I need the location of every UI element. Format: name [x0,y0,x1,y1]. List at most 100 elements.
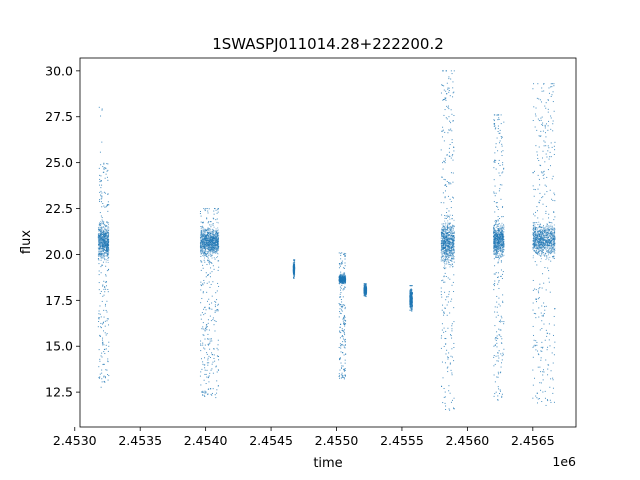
data-point [447,220,449,222]
data-point [103,254,105,256]
data-point [441,239,443,241]
data-point [98,259,100,261]
data-point [106,170,108,172]
data-point [343,318,345,320]
data-point [209,248,211,250]
data-point [339,304,341,306]
data-point [209,338,211,340]
data-point [205,237,207,239]
data-point [344,347,346,349]
data-point [107,247,109,249]
data-point [343,288,345,290]
data-point [217,253,219,255]
data-point [210,240,212,242]
data-point [441,242,443,244]
data-point [451,254,453,256]
data-point [99,373,101,375]
data-point [97,238,99,240]
data-point [213,247,215,249]
data-point [293,269,295,271]
data-point [451,328,453,330]
data-point [201,235,203,237]
data-point [450,157,452,159]
data-point [204,369,206,371]
data-point [106,237,108,239]
data-point [444,215,446,217]
data-point [410,309,412,311]
data-point [99,237,101,239]
data-point [209,234,211,236]
data-point [99,199,100,201]
data-point [444,157,446,159]
data-point [200,245,202,247]
data-point [344,323,346,325]
data-point [100,201,102,203]
data-point [98,317,100,319]
data-point [102,337,104,339]
data-point [365,285,367,287]
data-point [107,255,109,257]
data-point [217,349,219,351]
data-point [218,285,220,287]
data-point [293,277,295,279]
data-point [447,238,449,240]
data-point [215,239,217,241]
data-point [448,90,450,92]
data-point [107,204,109,206]
data-point [203,251,205,253]
data-point [217,282,219,284]
data-point [98,321,100,322]
data-point [410,292,412,294]
data-point [217,243,219,245]
data-point [338,252,340,254]
data-point [200,248,202,250]
data-point [216,237,218,239]
data-point [344,304,346,306]
data-point [344,319,346,321]
data-point [451,255,453,257]
data-point [444,391,446,393]
data-point [498,223,500,225]
data-point [453,248,455,250]
data-point [449,198,451,200]
data-point [208,239,210,241]
data-point [216,244,218,246]
data-point [217,247,219,249]
data-point [208,259,210,261]
data-point [105,168,107,170]
data-point [445,90,447,92]
data-point [105,348,107,350]
data-point [411,298,413,300]
data-point [202,363,204,365]
data-point [207,274,209,276]
data-point [202,226,204,228]
data-point [204,261,206,263]
data-point [445,248,447,250]
data-point [102,363,104,365]
data-point [344,255,346,257]
data-point [339,358,341,360]
data-point [445,242,447,244]
data-point [103,280,105,282]
data-point [340,347,342,349]
data-point [202,326,204,328]
data-point [100,272,102,274]
data-point [445,243,447,245]
data-point [99,293,101,295]
data-point [107,374,109,376]
data-point [107,237,109,239]
data-point [217,227,219,229]
data-point [200,241,202,243]
data-point [104,258,106,260]
data-point [101,236,103,238]
data-point [216,221,218,223]
data-point [451,250,453,252]
data-point [100,248,102,250]
data-point [443,231,445,233]
data-point [442,242,443,244]
data-point [210,236,212,238]
data-point [206,376,208,378]
data-point [211,230,213,232]
data-point [448,238,450,240]
